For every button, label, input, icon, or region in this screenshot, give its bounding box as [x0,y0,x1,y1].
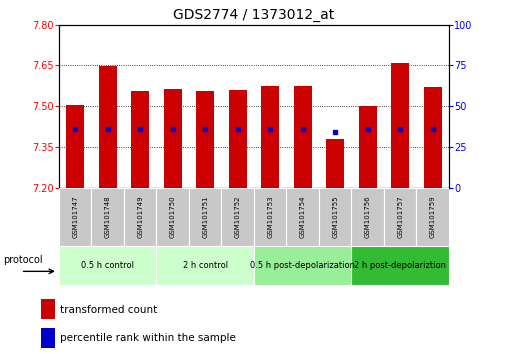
Bar [351,188,384,246]
Text: GSM101747: GSM101747 [72,195,78,238]
Text: GSM101751: GSM101751 [202,195,208,238]
Text: GSM101752: GSM101752 [234,195,241,238]
Bar [229,90,247,188]
Bar [391,63,409,188]
Bar [254,188,286,246]
Bar [424,87,442,188]
Bar [41,299,55,319]
Bar [189,188,222,246]
Text: percentile rank within the sample: percentile rank within the sample [60,333,235,343]
Bar [156,188,189,246]
Bar [66,105,84,188]
Text: transformed count: transformed count [60,305,157,315]
Bar [99,66,116,188]
Text: 2 h control: 2 h control [183,261,228,270]
Bar [156,246,254,285]
Bar [222,188,254,246]
Bar [164,88,182,188]
Text: 2 h post-depolariztion: 2 h post-depolariztion [354,261,446,270]
Text: 0.5 h post-depolarization: 0.5 h post-depolarization [250,261,355,270]
Bar [41,328,55,348]
Bar [384,188,417,246]
Text: GSM101749: GSM101749 [137,195,143,238]
Bar [319,188,351,246]
Text: GSM101759: GSM101759 [429,195,436,238]
Text: GSM101750: GSM101750 [170,195,176,238]
Text: GSM101756: GSM101756 [365,195,371,238]
Bar [286,188,319,246]
Bar [359,106,377,188]
Text: GSM101755: GSM101755 [332,195,338,238]
Title: GDS2774 / 1373012_at: GDS2774 / 1373012_at [173,8,334,22]
Bar [131,91,149,188]
Bar [351,246,449,285]
Bar [59,246,156,285]
Text: GSM101753: GSM101753 [267,195,273,238]
Bar [196,91,214,188]
Text: GSM101757: GSM101757 [397,195,403,238]
Bar [124,188,156,246]
Bar [261,86,279,188]
Text: protocol: protocol [3,255,43,265]
Bar [91,188,124,246]
Text: GSM101754: GSM101754 [300,195,306,238]
Bar [294,86,311,188]
Bar [417,188,449,246]
Bar [326,139,344,188]
Bar [59,188,91,246]
Text: GSM101748: GSM101748 [105,195,111,238]
Text: 0.5 h control: 0.5 h control [81,261,134,270]
Bar [254,246,351,285]
